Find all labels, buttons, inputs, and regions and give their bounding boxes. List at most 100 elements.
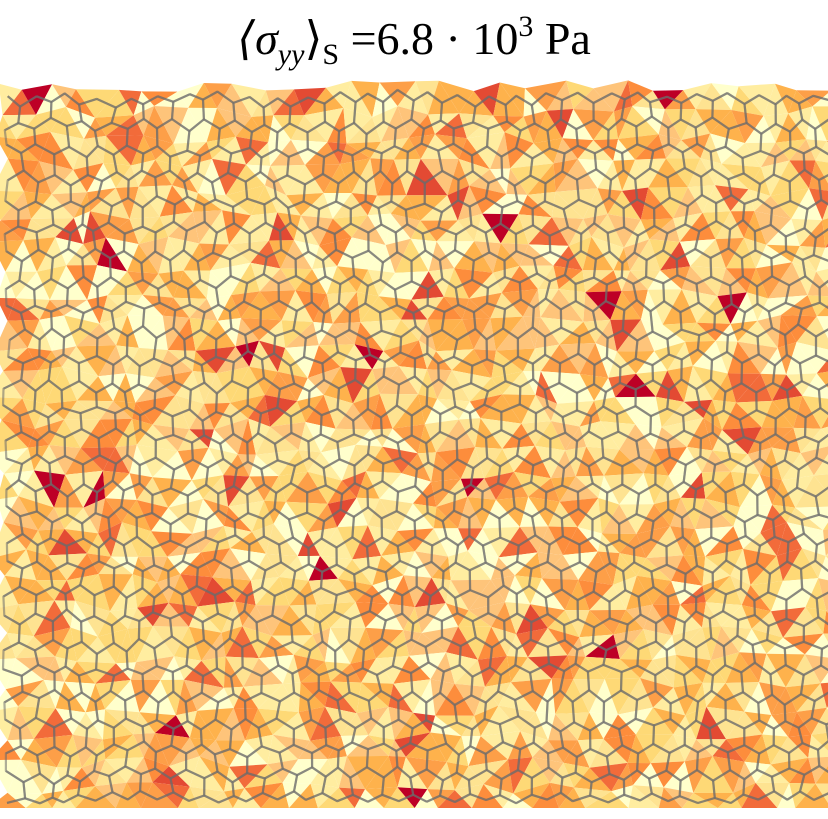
stress-triangle bbox=[356, 269, 379, 297]
stress-triangle bbox=[312, 245, 338, 270]
stress-triangle bbox=[427, 319, 463, 352]
stress-triangle bbox=[613, 106, 633, 139]
stress-triangle bbox=[63, 786, 96, 808]
stress-triangle bbox=[250, 553, 280, 581]
stress-triangle bbox=[578, 579, 613, 611]
stress-triangle bbox=[300, 193, 333, 219]
stress-triangle bbox=[760, 347, 787, 375]
stress-triangle bbox=[330, 627, 366, 664]
stress-triangle bbox=[771, 687, 797, 715]
stress-triangle bbox=[820, 672, 828, 684]
stress-triangle bbox=[585, 656, 620, 679]
stress-triangle bbox=[608, 373, 636, 398]
stress-triangle bbox=[785, 654, 821, 688]
stress-triangle bbox=[230, 366, 265, 403]
stress-triangle bbox=[513, 757, 550, 794]
stress-triangle bbox=[307, 527, 338, 556]
stress-triangle bbox=[36, 555, 67, 581]
stress-triangle bbox=[643, 604, 673, 636]
stress-triangle bbox=[75, 786, 116, 808]
stress-triangle bbox=[658, 787, 683, 808]
stress-triangle bbox=[540, 317, 584, 345]
stress-triangle bbox=[793, 395, 822, 429]
stress-triangle bbox=[381, 106, 409, 142]
stress-triangle bbox=[338, 578, 373, 603]
stress-triangle bbox=[696, 296, 731, 324]
stress-triangle bbox=[397, 528, 434, 552]
stress-triangle bbox=[550, 476, 576, 502]
stress-triangle bbox=[768, 262, 808, 299]
stress-triangle bbox=[350, 658, 376, 683]
stress-triangle bbox=[546, 80, 574, 111]
stress-triangle bbox=[534, 317, 560, 349]
stress-triangle bbox=[223, 656, 244, 688]
stress-triangle bbox=[715, 323, 738, 342]
stress-triangle bbox=[139, 680, 176, 716]
stress-triangle bbox=[739, 628, 767, 654]
stress-triangle bbox=[437, 790, 472, 808]
stress-triangle bbox=[5, 240, 38, 272]
stress-triangle bbox=[650, 761, 685, 788]
stress-triangle bbox=[809, 160, 828, 191]
stress-triangle bbox=[155, 715, 190, 738]
stress-triangle bbox=[388, 739, 406, 757]
stress-triangle bbox=[385, 238, 411, 273]
stress-triangle bbox=[673, 187, 703, 219]
stress-triangle bbox=[316, 602, 356, 628]
stress-triangle bbox=[435, 683, 475, 716]
stress-triangle bbox=[523, 348, 541, 372]
stress-triangle bbox=[673, 715, 697, 740]
stress-triangle bbox=[65, 448, 103, 475]
stress-triangle bbox=[414, 528, 449, 557]
stress-triangle bbox=[308, 555, 338, 581]
stress-triangle bbox=[248, 395, 271, 427]
stress-triangle bbox=[825, 553, 828, 556]
stress-triangle bbox=[215, 708, 246, 741]
stress-triangle bbox=[337, 525, 368, 560]
stress-triangle bbox=[327, 107, 347, 144]
stress-triangle bbox=[647, 270, 682, 290]
stress-triangle bbox=[298, 759, 328, 784]
stress-triangle bbox=[498, 682, 536, 713]
stress-triangle bbox=[514, 575, 542, 605]
stress-triangle bbox=[197, 601, 235, 633]
stress-triangle bbox=[125, 373, 155, 403]
stress-triangle bbox=[160, 656, 184, 680]
stress-triangle bbox=[83, 470, 106, 508]
stress-triangle bbox=[291, 115, 328, 143]
stress-triangle bbox=[95, 115, 134, 136]
stress-triangle bbox=[24, 191, 52, 219]
stress-triangle bbox=[473, 318, 496, 351]
stress-triangle bbox=[177, 447, 209, 481]
stress-triangle bbox=[2, 114, 37, 140]
stress-triangle bbox=[105, 734, 144, 760]
stress-triangle bbox=[510, 163, 554, 195]
stress-triangle bbox=[264, 476, 286, 502]
stress-triangle bbox=[613, 575, 637, 610]
stress-triangle bbox=[603, 714, 636, 739]
stress-triangle bbox=[332, 322, 361, 345]
stress-triangle bbox=[582, 270, 614, 293]
stress-triangle bbox=[593, 111, 619, 141]
stress-triangle bbox=[438, 80, 474, 114]
stress-triangle bbox=[589, 609, 627, 635]
stress-triangle bbox=[808, 756, 828, 784]
stress-triangle bbox=[589, 585, 627, 611]
stress-triangle bbox=[379, 498, 413, 531]
stress-triangle bbox=[278, 450, 308, 476]
stress-triangle bbox=[167, 533, 201, 557]
stress-triangle bbox=[249, 366, 278, 395]
stress-triangle bbox=[3, 348, 39, 371]
stress-triangle bbox=[577, 712, 604, 741]
stress-triangle bbox=[131, 159, 156, 187]
stress-triangle bbox=[64, 419, 100, 449]
stress-triangle bbox=[366, 446, 402, 474]
stress-triangle bbox=[436, 319, 474, 352]
stress-triangle bbox=[418, 319, 436, 352]
stress-triangle bbox=[640, 218, 674, 240]
stress-triangle bbox=[15, 271, 50, 300]
stress-triangle bbox=[666, 140, 701, 159]
stress-triangle bbox=[710, 110, 745, 144]
stress-triangle bbox=[138, 159, 173, 187]
stress-triangle bbox=[129, 444, 153, 478]
